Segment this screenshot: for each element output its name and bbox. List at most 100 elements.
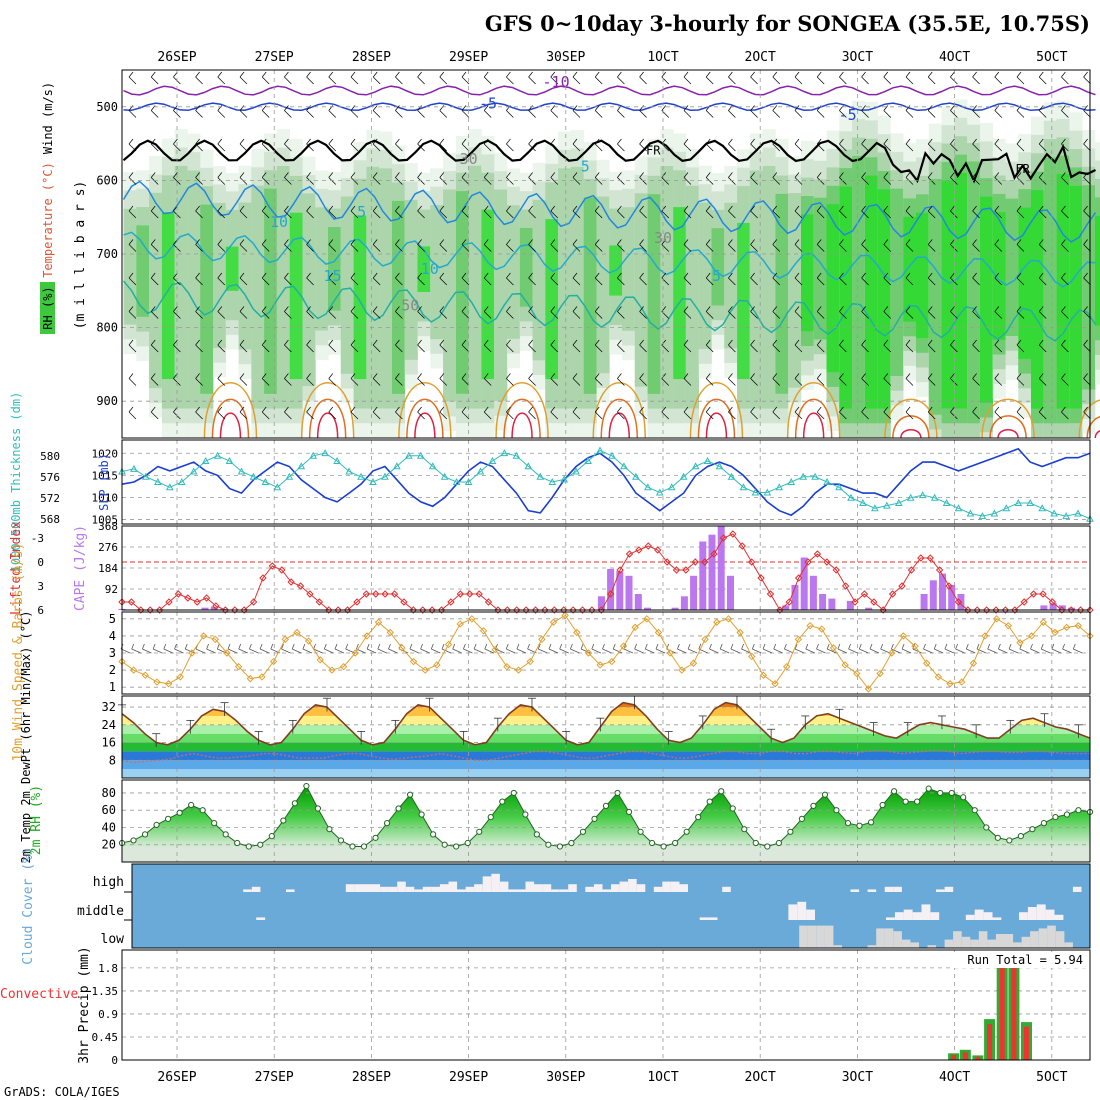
- wind-barb: [395, 406, 403, 420]
- data-point: [879, 606, 887, 614]
- data-point: [635, 546, 643, 554]
- wind-barb: [826, 643, 837, 654]
- cape-bars: [118, 525, 1076, 610]
- cloud-cell: [867, 945, 877, 948]
- wind-barb: [572, 373, 581, 386]
- temp-bands: [122, 702, 1090, 778]
- wind-barb: [217, 105, 226, 118]
- wind-barb: [409, 643, 420, 654]
- cloud-cell: [431, 886, 440, 892]
- slp-tick: 1015: [92, 469, 119, 482]
- cloud-frame: [131, 863, 1091, 949]
- data-point: [306, 590, 314, 598]
- data-point: [351, 649, 359, 657]
- wind-barb: [1038, 306, 1047, 319]
- cloud-cell: [439, 884, 449, 892]
- wind-barb: [284, 306, 292, 319]
- cape-bar: [597, 596, 605, 610]
- rh-shade-cell: [979, 196, 993, 403]
- wind-barb: [528, 172, 536, 185]
- wind-barb: [639, 71, 647, 85]
- cloud-cell: [508, 889, 517, 892]
- data-point: [971, 807, 978, 814]
- data-point: [764, 843, 771, 850]
- cape-bar: [948, 584, 956, 610]
- warm-loop: [697, 398, 736, 439]
- data-point: [771, 680, 779, 688]
- wind-barb: [350, 172, 359, 185]
- wind-barb: [861, 105, 869, 118]
- contour-label: FR: [646, 144, 661, 158]
- wind-barb: [217, 71, 226, 85]
- wind-barb: [861, 172, 869, 185]
- data-point: [526, 657, 534, 666]
- y-tick-pressure: 600: [96, 173, 118, 187]
- data-point: [667, 483, 676, 491]
- wind-barb: [195, 205, 203, 219]
- wind-barb: [528, 272, 536, 286]
- data-point: [888, 649, 896, 657]
- wind-barb: [572, 105, 581, 118]
- cape-bar: [690, 575, 698, 610]
- wind-barb: [163, 643, 173, 654]
- wind-barb: [639, 105, 647, 118]
- wind-barb: [150, 105, 159, 118]
- data-point: [751, 488, 760, 496]
- cloud-cell: [534, 884, 543, 892]
- wind-barb: [728, 239, 736, 252]
- wind-barb: [994, 272, 1003, 286]
- wind-barb: [883, 406, 892, 420]
- cloud-cell: [884, 928, 894, 948]
- data-point: [813, 550, 822, 558]
- data-point: [213, 451, 222, 459]
- rh-shade-cell: [481, 209, 495, 380]
- wind-barb: [173, 339, 181, 353]
- rh-shade-cell: [225, 246, 239, 291]
- warm-loop: [900, 428, 922, 439]
- cloud-cell: [886, 917, 895, 920]
- wind-barb: [816, 239, 825, 252]
- wind-barb: [484, 643, 494, 654]
- wind-barb: [350, 272, 359, 286]
- data-point: [727, 472, 736, 480]
- cape-bar: [671, 607, 679, 610]
- cloud-cell: [788, 904, 798, 920]
- data-point: [285, 472, 294, 480]
- wind-barb: [206, 643, 216, 654]
- wind-barb: [1061, 205, 1069, 219]
- data-point: [739, 483, 748, 491]
- cloud-cell: [978, 931, 988, 948]
- wind-barb: [306, 272, 314, 286]
- data-point: [851, 598, 859, 606]
- data-point: [841, 582, 850, 590]
- wind-barb: [1016, 339, 1025, 353]
- warm-loop: [689, 382, 744, 439]
- wind-barb: [816, 406, 825, 420]
- data-point: [930, 493, 939, 501]
- cape-bar: [791, 584, 799, 610]
- wind-barb: [705, 406, 714, 420]
- data-point: [1074, 509, 1082, 517]
- precip-tick: 0.9: [98, 1008, 118, 1021]
- data-point: [700, 558, 709, 566]
- precip-bars: [948, 953, 1032, 1060]
- data-point: [992, 615, 1001, 623]
- data-point: [853, 669, 861, 678]
- data-point: [466, 590, 474, 598]
- wind-barb: [1083, 306, 1091, 319]
- cloud-cell: [414, 889, 423, 892]
- data-point: [718, 788, 725, 795]
- data-point: [259, 574, 267, 582]
- data-point: [655, 488, 664, 496]
- data-point: [823, 477, 831, 485]
- wind-barb: [728, 71, 736, 85]
- data-point: [326, 826, 333, 833]
- data-point: [701, 635, 709, 644]
- rh-shade-cell: [1069, 185, 1083, 409]
- wind-barb: [461, 239, 470, 252]
- data-point: [334, 606, 342, 614]
- data-point: [406, 791, 414, 798]
- wind-barb: [927, 272, 936, 286]
- data-point: [491, 645, 499, 654]
- wind-barb: [417, 138, 425, 152]
